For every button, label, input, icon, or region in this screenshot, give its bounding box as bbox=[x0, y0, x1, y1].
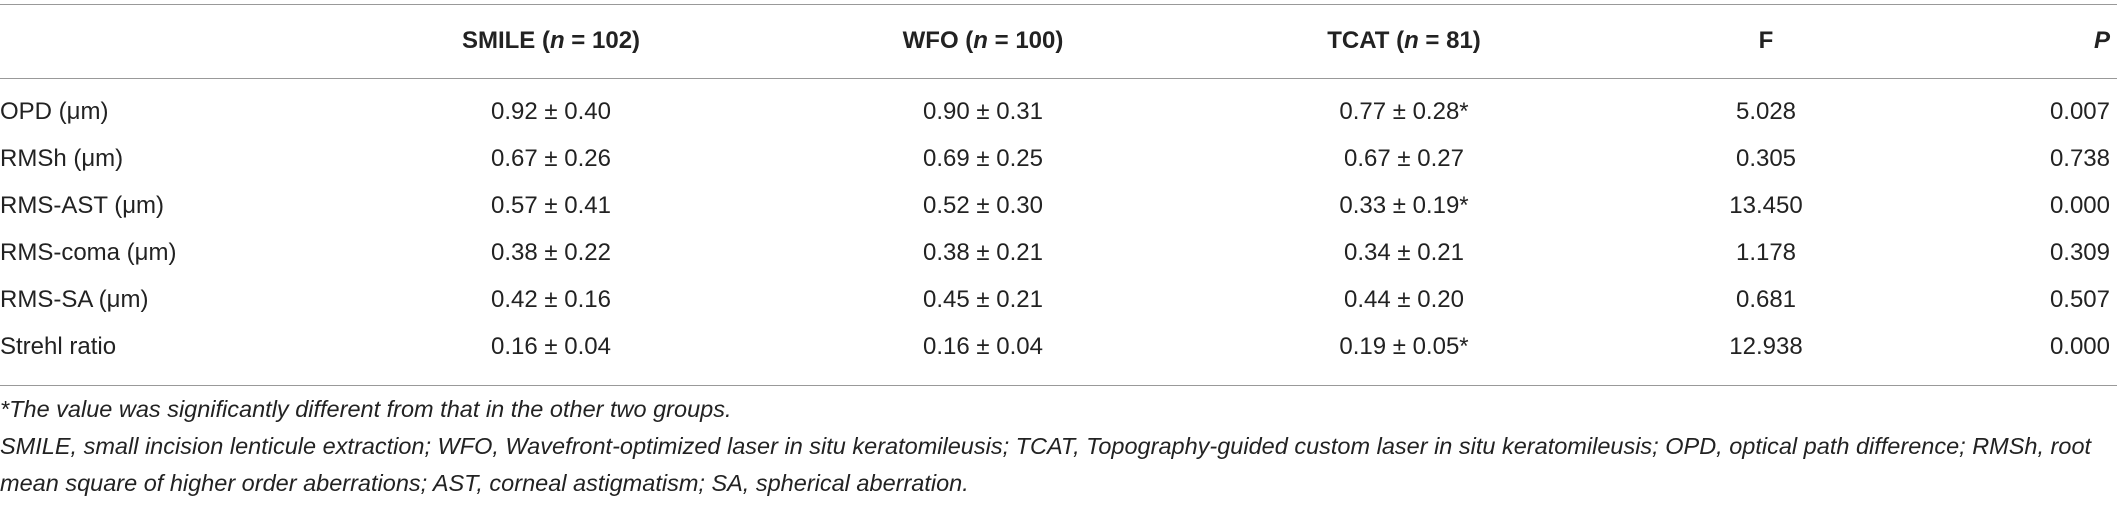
table-cell: 0.67 ± 0.27 bbox=[1344, 145, 1464, 172]
table-cell: 0.33 ± 0.19* bbox=[1339, 192, 1469, 219]
table-cell: 0.305 bbox=[1735, 145, 1797, 172]
header-text: = 100) bbox=[987, 27, 1064, 54]
table-cell: 0.309 bbox=[2049, 239, 2110, 266]
footnote: *The value was significantly different f… bbox=[0, 396, 732, 422]
top-rule bbox=[0, 4, 2117, 5]
row-label: RMS-AST (μm) bbox=[0, 192, 165, 219]
table-cell: 0.000 bbox=[2049, 192, 2110, 219]
column-header: P bbox=[2094, 26, 2110, 56]
table-cell: 5.028 bbox=[1735, 98, 1797, 125]
row-label: RMSh (μm) bbox=[0, 145, 124, 172]
column-header: WFO (n = 100) bbox=[903, 26, 1064, 56]
header-text: = 81) bbox=[1418, 27, 1481, 54]
header-text: n bbox=[973, 27, 988, 54]
row-label: Strehl ratio bbox=[0, 333, 117, 360]
table-cell: 12.938 bbox=[1729, 333, 1803, 360]
column-header: TCAT (n = 81) bbox=[1327, 26, 1481, 56]
table-cell: 0.34 ± 0.21 bbox=[1344, 239, 1464, 266]
table-cell: 0.42 ± 0.16 bbox=[491, 286, 611, 313]
row-label: RMS-SA (μm) bbox=[0, 286, 149, 313]
table-cell: 0.77 ± 0.28* bbox=[1339, 98, 1469, 125]
table-cell: 0.69 ± 0.25 bbox=[923, 145, 1043, 172]
header-text: P bbox=[2093, 27, 2110, 54]
column-header: F bbox=[1759, 26, 1774, 56]
table-cell: 0.92 ± 0.40 bbox=[491, 98, 611, 125]
table-cell: 0.007 bbox=[2049, 98, 2110, 125]
table-cell: 0.507 bbox=[2049, 286, 2110, 313]
header-text: n bbox=[549, 27, 565, 54]
table-cell: 0.38 ± 0.22 bbox=[491, 239, 611, 266]
column-header: SMILE (n = 102) bbox=[462, 26, 640, 56]
table-cell: 0.738 bbox=[2049, 145, 2110, 172]
header-text: WFO ( bbox=[902, 27, 974, 54]
table-cell: 0.38 ± 0.21 bbox=[923, 239, 1043, 266]
table-cell: 0.16 ± 0.04 bbox=[491, 333, 611, 360]
footnote: SMILE, small incision lenticule extracti… bbox=[0, 433, 2092, 496]
header-text: TCAT ( bbox=[1327, 27, 1405, 54]
table-cell: 1.178 bbox=[1735, 239, 1797, 266]
table-cell: 0.67 ± 0.26 bbox=[491, 145, 611, 172]
header-text: F bbox=[1758, 27, 1774, 54]
table-cell: 0.19 ± 0.05* bbox=[1339, 333, 1469, 360]
header-rule bbox=[0, 78, 2117, 79]
table-cell: 0.16 ± 0.04 bbox=[923, 333, 1043, 360]
table-cell: 0.44 ± 0.20 bbox=[1344, 286, 1464, 313]
table-cell: 0.57 ± 0.41 bbox=[491, 192, 611, 219]
table-cell: 0.45 ± 0.21 bbox=[923, 286, 1043, 313]
header-text: n bbox=[1404, 27, 1419, 54]
table-cell: 0.681 bbox=[1735, 286, 1797, 313]
table-cell: 0.000 bbox=[2049, 333, 2110, 360]
bottom-rule bbox=[0, 385, 2117, 386]
table-cell: 13.450 bbox=[1729, 192, 1803, 219]
table-cell: 0.90 ± 0.31 bbox=[923, 98, 1043, 125]
table-cell: 0.52 ± 0.30 bbox=[923, 192, 1043, 219]
header-text: SMILE ( bbox=[461, 27, 550, 54]
row-label: OPD (μm) bbox=[0, 98, 109, 125]
row-label: RMS-coma (μm) bbox=[0, 239, 177, 266]
header-text: = 102) bbox=[564, 27, 641, 54]
